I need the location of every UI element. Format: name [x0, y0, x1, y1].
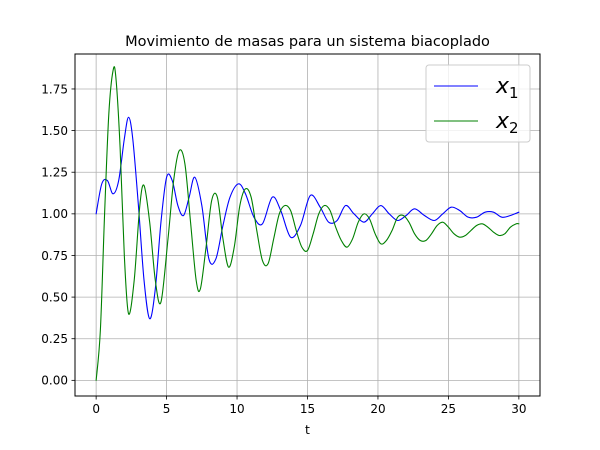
y-tick-label: 1.25 — [41, 166, 68, 180]
y-tick-label: 1.75 — [41, 82, 68, 96]
series-line-x2 — [95, 66, 520, 381]
x-tick-label: 0 — [92, 402, 100, 416]
legend-label-x1: x1 — [495, 74, 519, 102]
chart-title: Movimiento de masas para un sistema biac… — [125, 34, 490, 50]
axis-ticks: 0 5 10 15 20 25 30 0.00 0.25 0.50 0.75 1.00 1.25 1.50… — [41, 82, 526, 416]
x-tick-label: 25 — [441, 402, 456, 416]
y-tick-label: 0.50 — [41, 290, 68, 304]
legend-label-x1-base: x — [495, 74, 510, 99]
y-tick-label: 1.50 — [41, 124, 68, 138]
plot-series — [95, 66, 520, 381]
y-tick-label: 1.00 — [41, 207, 68, 221]
x-tick-label: 5 — [163, 402, 171, 416]
y-tick-label: 0.00 — [41, 374, 68, 388]
grid-lines — [75, 54, 540, 396]
legend-label-x1-sub: 1 — [509, 84, 519, 102]
x-tick-label: 15 — [300, 402, 315, 416]
y-tick-label: 0.75 — [41, 249, 68, 263]
x-tick-label: 10 — [229, 402, 244, 416]
legend-box — [425, 64, 531, 143]
legend: x1 x2 — [425, 64, 531, 143]
legend-label-x2-sub: 2 — [509, 119, 519, 137]
x-axis-label: t — [305, 422, 310, 437]
x-tick-label: 30 — [511, 402, 526, 416]
series-line-x1 — [95, 116, 520, 320]
y-tick-label: 0.25 — [41, 332, 68, 346]
x-tick-label: 20 — [370, 402, 385, 416]
legend-label-x2: x2 — [495, 109, 519, 137]
legend-label-x2-base: x — [495, 109, 510, 134]
